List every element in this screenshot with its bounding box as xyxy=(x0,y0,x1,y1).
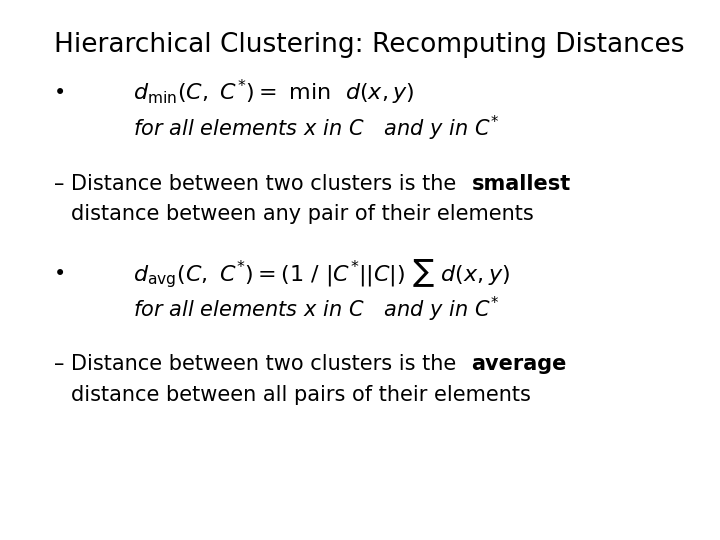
Text: distance between all pairs of their elements: distance between all pairs of their elem… xyxy=(71,385,531,406)
Text: Hierarchical Clustering: Recomputing Distances: Hierarchical Clustering: Recomputing Dis… xyxy=(54,32,685,58)
Text: – Distance between two clusters is the: – Distance between two clusters is the xyxy=(54,354,463,375)
Text: $\mathit{for\ all\ elements\ x\ in\ C\ \ \ and\ y\ in\ C^{*}}$: $\mathit{for\ all\ elements\ x\ in\ C\ \… xyxy=(133,114,500,143)
Text: smallest: smallest xyxy=(472,173,571,194)
Text: •: • xyxy=(54,264,66,284)
Text: average: average xyxy=(472,354,567,375)
Text: $\mathit{for\ all\ elements\ x\ in\ C\ \ \ and\ y\ in\ C^{*}}$: $\mathit{for\ all\ elements\ x\ in\ C\ \… xyxy=(133,295,500,324)
Text: distance between any pair of their elements: distance between any pair of their eleme… xyxy=(71,204,534,225)
Text: $d_{\rm avg}(C,\ C^{*}) = (1\ /\ |C^{*}||C|)\ \sum\ d(x,y)$: $d_{\rm avg}(C,\ C^{*}) = (1\ /\ |C^{*}|… xyxy=(133,258,510,290)
Text: •: • xyxy=(54,83,66,103)
Text: $d_{\rm min}(C,\ C^{*}) = \ \mathrm{min}\ \ d(x,y)$: $d_{\rm min}(C,\ C^{*}) = \ \mathrm{min}… xyxy=(133,78,415,107)
Text: – Distance between two clusters is the: – Distance between two clusters is the xyxy=(54,173,463,194)
